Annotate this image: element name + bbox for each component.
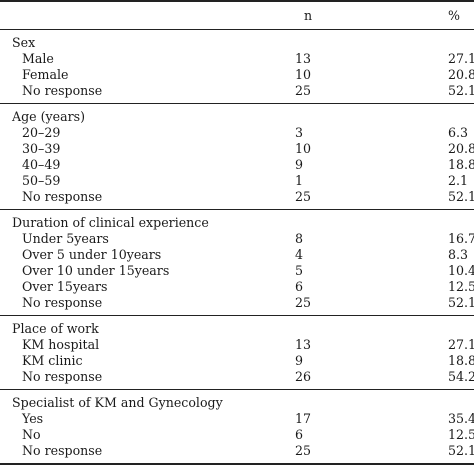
row-label: Male [22, 51, 54, 66]
table-row: Under 5years 8 16.7 [0, 231, 474, 246]
row-n: 6 [295, 279, 304, 294]
section-place-title: Place of work [12, 321, 99, 336]
row-pct: 27.1 [448, 51, 474, 66]
section-title: Duration of clinical experience [0, 215, 474, 230]
row-pct: 2.1 [448, 173, 469, 188]
row-label: No response [22, 443, 103, 458]
row-label: Female [22, 67, 69, 82]
row-n: 17 [295, 411, 312, 426]
table-row: No response 25 52.1 [0, 443, 474, 458]
row-n: 9 [295, 157, 304, 172]
row-label: Over 15years [22, 279, 108, 294]
section-specialist-title: Specialist of KM and Gynecology [12, 395, 223, 410]
header-row: n % [0, 8, 474, 23]
table-row: Male 13 27.1 [0, 51, 474, 66]
section-divider [0, 389, 474, 390]
row-n: 10 [295, 141, 312, 156]
table-row: No response 26 54.2 [0, 369, 474, 384]
row-n: 6 [295, 427, 304, 442]
section-duration-title: Duration of clinical experience [12, 215, 209, 230]
row-pct: 12.5 [448, 279, 474, 294]
row-label: 40–49 [22, 157, 61, 172]
table-row: KM clinic 9 18.8 [0, 353, 474, 368]
row-n: 13 [295, 337, 312, 352]
row-pct: 35.4 [448, 411, 474, 426]
row-pct: 8.3 [448, 247, 469, 262]
row-pct: 52.1 [448, 295, 474, 310]
row-label: KM clinic [22, 353, 83, 368]
table-row: Over 10 under 15years 5 10.4 [0, 263, 474, 278]
section-title: Specialist of KM and Gynecology [0, 395, 474, 410]
table-row: Yes 17 35.4 [0, 411, 474, 426]
table-row: No 6 12.5 [0, 427, 474, 442]
row-pct: 10.4 [448, 263, 474, 278]
row-n: 13 [295, 51, 312, 66]
table-row: KM hospital 13 27.1 [0, 337, 474, 352]
row-n: 25 [295, 189, 312, 204]
table-row: Over 15years 6 12.5 [0, 279, 474, 294]
row-label: No response [22, 189, 103, 204]
row-label: Over 5 under 10years [22, 247, 162, 262]
table-row: 50–59 1 2.1 [0, 173, 474, 188]
row-label: 30–39 [22, 141, 61, 156]
table-row: No response 25 52.1 [0, 189, 474, 204]
row-label: 50–59 [22, 173, 61, 188]
section-title: Age (years) [0, 109, 474, 124]
row-label: No response [22, 369, 103, 384]
row-pct: 12.5 [448, 427, 474, 442]
table-row: Female 10 20.83 [0, 67, 474, 82]
row-pct: 20.83 [448, 67, 474, 82]
row-pct: 16.7 [448, 231, 474, 246]
section-age-title: Age (years) [12, 109, 85, 124]
row-label: Yes [22, 411, 44, 426]
row-n: 25 [295, 295, 312, 310]
row-label: 20–29 [22, 125, 61, 140]
row-label: KM hospital [22, 337, 100, 352]
row-pct: 54.2 [448, 369, 474, 384]
header-rule [0, 29, 474, 30]
section-title: Sex [0, 35, 474, 50]
section-divider [0, 103, 474, 104]
table-row: No response 25 52.1 [0, 295, 474, 310]
row-n: 8 [295, 231, 304, 246]
table-row: Over 5 under 10years 4 8.3 [0, 247, 474, 262]
row-n: 10 [295, 67, 312, 82]
row-n: 5 [295, 263, 304, 278]
row-n: 9 [295, 353, 304, 368]
row-pct: 18.8 [448, 353, 474, 368]
row-pct: 52.1 [448, 443, 474, 458]
row-pct: 6.3 [448, 125, 469, 140]
section-divider [0, 209, 474, 210]
row-pct: 52.1 [448, 189, 474, 204]
row-label: No response [22, 295, 103, 310]
row-label: Over 10 under 15years [22, 263, 170, 278]
row-label: Under 5years [22, 231, 109, 246]
header-n: n [304, 8, 313, 23]
row-pct: 27.1 [448, 337, 474, 352]
row-n: 1 [295, 173, 304, 188]
section-divider [0, 315, 474, 316]
row-label: No response [22, 83, 103, 98]
row-n: 26 [295, 369, 312, 384]
row-pct: 18.83 [448, 157, 474, 172]
row-label: No [22, 427, 41, 442]
row-pct: 20.83 [448, 141, 474, 156]
top-rule [0, 0, 474, 2]
bottom-rule [0, 463, 474, 465]
header-pct: % [448, 8, 460, 23]
table-row: 30–39 10 20.83 [0, 141, 474, 156]
row-n: 25 [295, 443, 312, 458]
row-n: 25 [295, 83, 312, 98]
row-n: 3 [295, 125, 304, 140]
table-row: 40–49 9 18.83 [0, 157, 474, 172]
section-title: Place of work [0, 321, 474, 336]
table-row: 20–29 3 6.3 [0, 125, 474, 140]
table-row: No response 25 52.1 [0, 83, 474, 98]
row-pct: 52.1 [448, 83, 474, 98]
row-n: 4 [295, 247, 304, 262]
section-sex-title: Sex [12, 35, 36, 50]
